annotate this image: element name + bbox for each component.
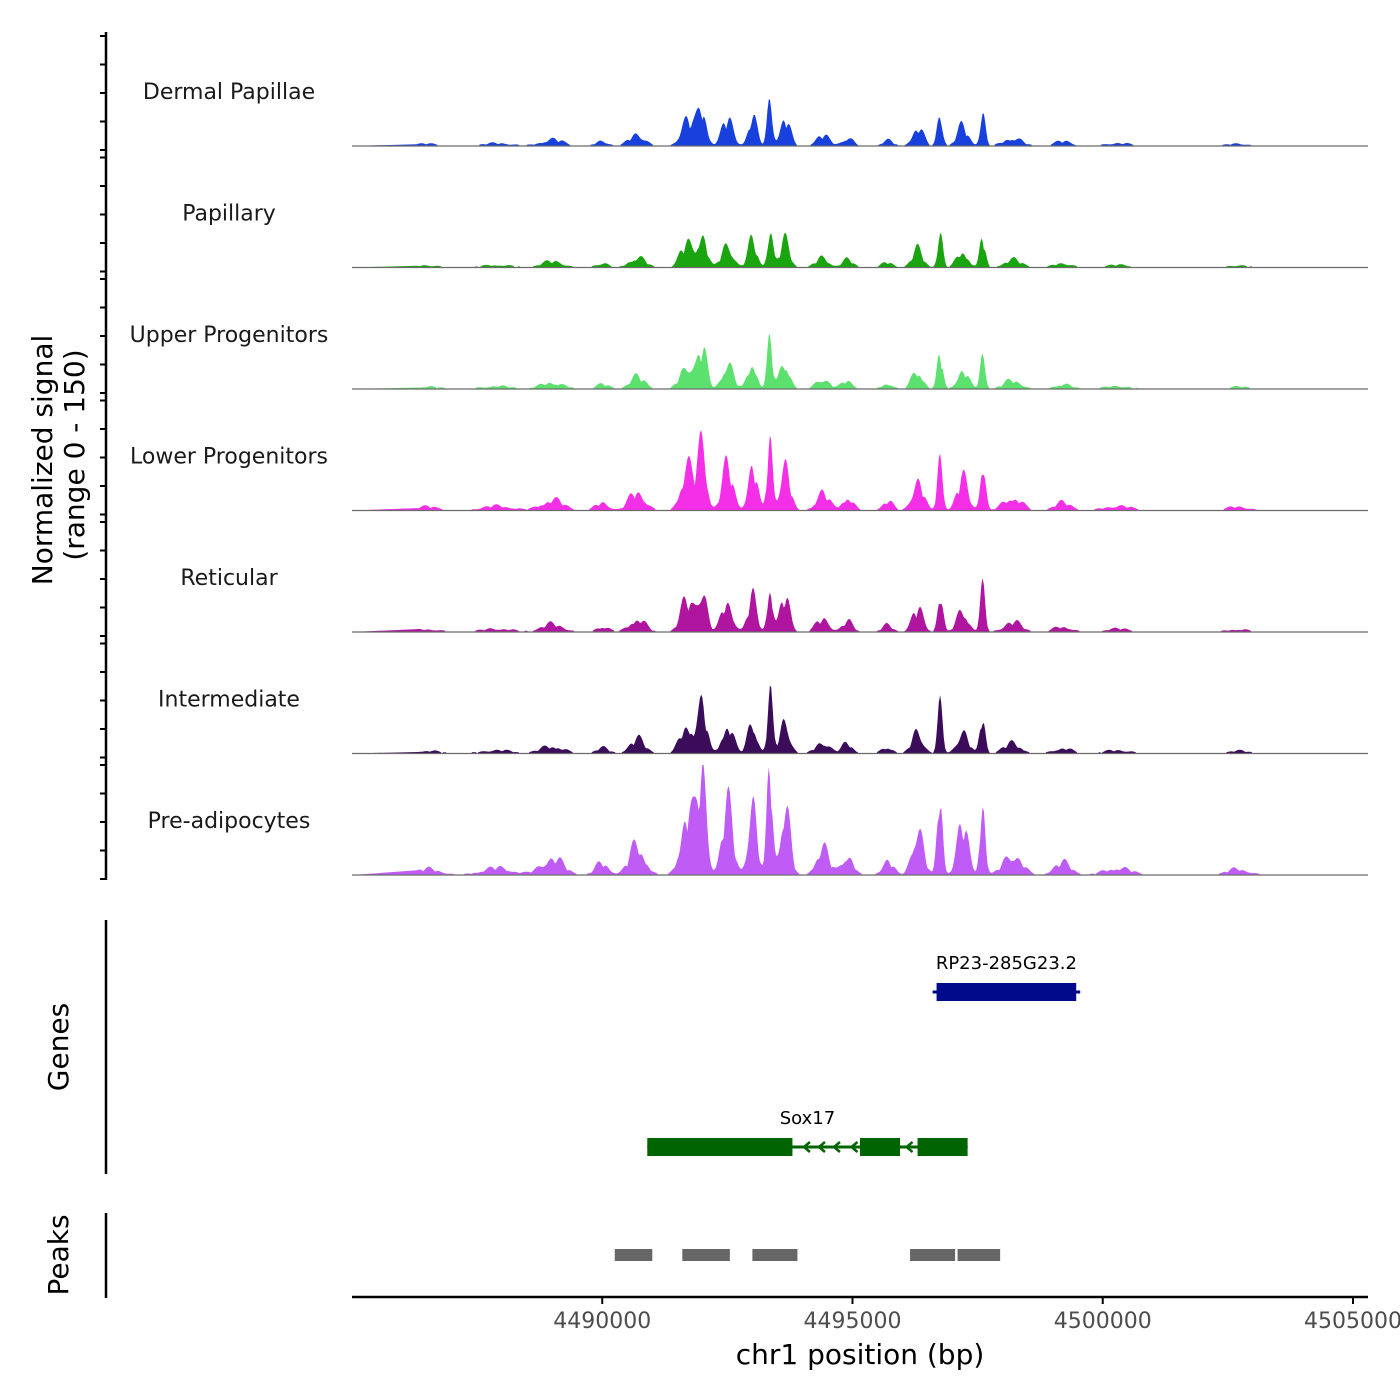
strand-arrow [832,1141,841,1153]
x-tick-label-2: 4500000 [1054,1309,1152,1334]
gene-exon-sox17 [860,1138,901,1156]
x-axis-title: chr1 position (bp) [736,1338,985,1371]
peak-region [910,1249,956,1261]
x-tick-label-0: 4490000 [553,1309,651,1334]
coverage-area [352,685,1298,754]
track-label: Upper Progenitors [130,323,329,348]
coverage-track: Lower Progenitors [130,429,1368,512]
peak-track [614,1249,1001,1261]
coverage-area [352,429,1298,511]
coverage-y-ticks [100,35,106,880]
strand-arrow [801,1141,811,1153]
peaks-panel-label: Peaks [42,1214,75,1295]
y-axis-subtitle: (range 0 - 150) [58,349,91,560]
y-axis-title: Normalized signal [26,335,59,586]
strand-arrow [904,1141,914,1153]
genes-panel-label: Genes [42,1003,75,1091]
coverage-area [352,765,1298,875]
strand-arrow [849,1141,859,1153]
gene-exon-sox17 [917,1138,968,1156]
coverage-track: Reticular [180,566,1368,633]
peak-region [957,1249,1001,1261]
gene-exon-sox17 [647,1138,793,1156]
coverage-track: Upper Progenitors [130,323,1368,390]
gene-exon-rp23 [936,983,1077,1001]
coverage-tracks: Dermal Papillae Papillary Upper Progenitor… [130,80,1368,876]
coverage-track: Dermal Papillae [143,80,1368,147]
gene-label-sox17: Sox17 [780,1108,835,1129]
peak-region [682,1249,730,1261]
track-label: Papillary [182,202,276,227]
strand-arrow [817,1141,826,1153]
x-tick-label-1: 4495000 [804,1309,902,1334]
peak-region [614,1249,653,1261]
x-tick-label-3: 4505000 [1304,1309,1400,1334]
coverage-area [352,99,1298,146]
coverage-track: Pre-adipocytes [148,765,1368,876]
track-label: Dermal Papillae [143,80,315,105]
x-axis-ticks [601,1297,1354,1304]
track-label: Reticular [180,566,278,591]
track-label: Intermediate [158,688,300,713]
track-label: Lower Progenitors [130,445,328,470]
track-label: Pre-adipocytes [148,809,311,834]
gene-track [647,983,1081,1156]
peak-region [752,1249,798,1261]
coverage-area [352,232,1298,268]
gene-label-rp23: RP23-285G23.2 [936,953,1077,974]
coverage-area [352,578,1298,632]
coverage-area [352,334,1298,389]
coverage-track: Intermediate [158,685,1368,755]
coverage-track: Papillary [182,202,1368,269]
